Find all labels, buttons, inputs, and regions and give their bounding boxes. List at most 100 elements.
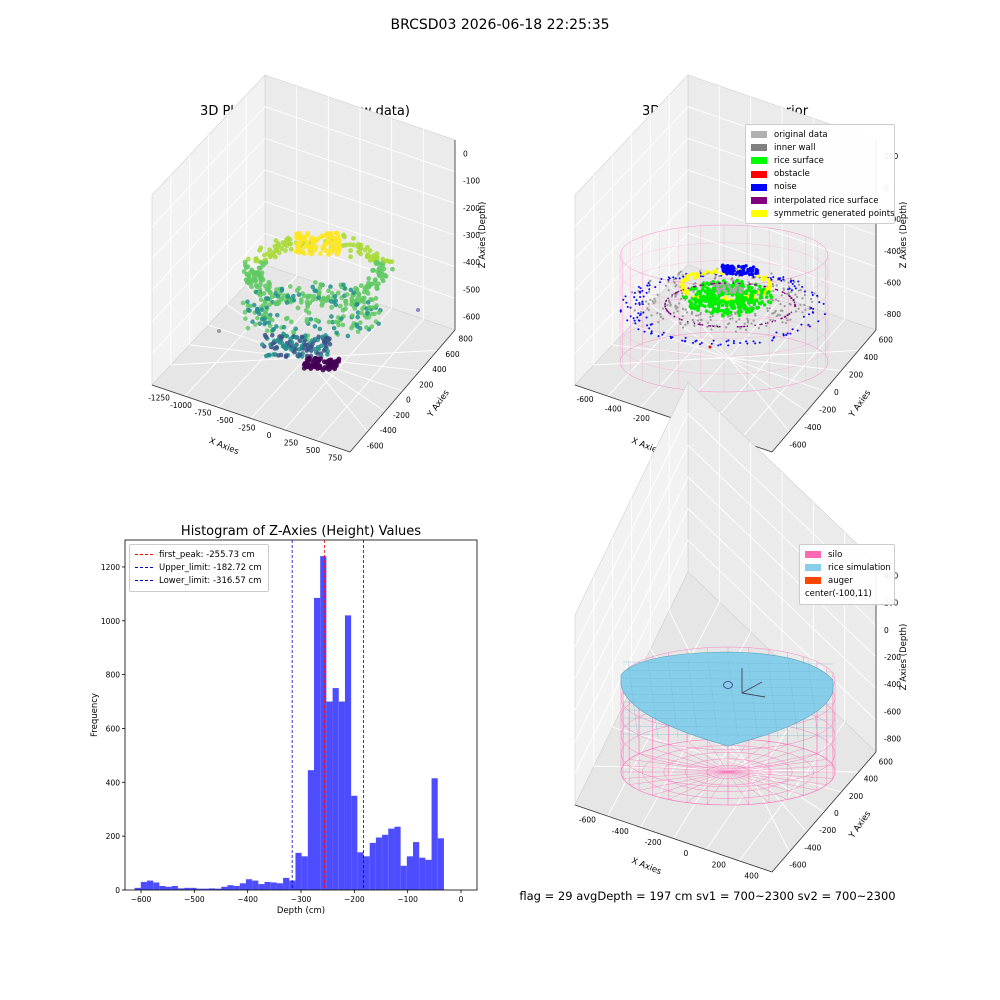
classify-point bbox=[764, 295, 769, 299]
classify-point bbox=[675, 284, 678, 287]
classify-point bbox=[785, 333, 788, 336]
classify-point bbox=[772, 276, 775, 279]
simulation-z-tick-label: -600 bbox=[884, 707, 901, 716]
classify-point bbox=[709, 315, 712, 319]
raw-point bbox=[370, 297, 375, 303]
classify-point bbox=[656, 312, 659, 315]
classify-point bbox=[790, 289, 793, 292]
classify-point bbox=[695, 314, 698, 317]
classify-point bbox=[679, 297, 683, 300]
raw-point bbox=[331, 325, 337, 331]
classify-point bbox=[682, 275, 685, 278]
classify-point bbox=[674, 304, 677, 307]
classify-point bbox=[647, 302, 650, 305]
raw-point bbox=[329, 290, 335, 296]
classify-point bbox=[672, 276, 675, 279]
classify-point bbox=[780, 294, 783, 297]
simulation-z-tick-label: -800 bbox=[884, 734, 901, 743]
classify-point bbox=[639, 313, 642, 316]
raw-point bbox=[242, 309, 248, 315]
classify-point bbox=[681, 315, 684, 318]
classify-point bbox=[808, 307, 811, 311]
raw-point bbox=[284, 300, 290, 305]
classify-point bbox=[787, 285, 791, 289]
classify-point bbox=[790, 290, 793, 293]
classify-point bbox=[659, 281, 662, 284]
raw-x-tick-label: -1250 bbox=[148, 394, 170, 403]
raw-point bbox=[274, 247, 280, 253]
classify-point bbox=[748, 304, 751, 307]
raw-point bbox=[316, 346, 321, 352]
raw-point bbox=[367, 248, 373, 254]
raw-point bbox=[364, 325, 369, 330]
raw-point bbox=[374, 303, 379, 308]
classify-point bbox=[750, 322, 753, 325]
classify-point bbox=[699, 270, 702, 273]
classify-y-tick-label: 0 bbox=[834, 388, 839, 397]
raw-point bbox=[366, 276, 372, 281]
classify-point bbox=[754, 314, 757, 317]
classify-point bbox=[656, 293, 659, 296]
raw-point bbox=[359, 310, 364, 316]
raw-point bbox=[327, 231, 333, 237]
classify-point bbox=[779, 302, 782, 306]
raw-point bbox=[332, 293, 338, 299]
classify-point bbox=[745, 297, 750, 302]
raw-point bbox=[342, 306, 348, 312]
raw-z-tick-label: -300 bbox=[463, 231, 480, 240]
classify-point bbox=[634, 322, 637, 325]
raw-point bbox=[298, 240, 304, 246]
raw-point bbox=[240, 300, 246, 306]
simulation-z-tick-label: 0 bbox=[884, 626, 889, 635]
raw-point bbox=[316, 358, 322, 363]
classify-point bbox=[691, 318, 694, 322]
simulation-x-tick-label: 0 bbox=[684, 849, 689, 858]
raw-point bbox=[256, 291, 262, 296]
raw-point bbox=[245, 299, 250, 305]
figure-title: BRCSD03 2026-06-18 22:25:35 bbox=[390, 17, 610, 33]
raw-point bbox=[310, 297, 316, 303]
classify-point bbox=[709, 271, 714, 275]
classify-point bbox=[633, 309, 636, 312]
classify-point bbox=[645, 316, 648, 319]
classify-point bbox=[780, 279, 783, 282]
classify-point bbox=[818, 301, 821, 304]
raw-point bbox=[307, 300, 313, 306]
raw-point bbox=[304, 348, 310, 353]
raw-point bbox=[351, 242, 357, 248]
raw-point bbox=[260, 342, 265, 347]
classify-y-tick-label: 400 bbox=[864, 353, 879, 362]
classify-point bbox=[782, 276, 785, 279]
classify-point bbox=[734, 311, 737, 314]
raw-point bbox=[324, 359, 330, 365]
raw-point bbox=[354, 302, 359, 307]
classify-point bbox=[706, 321, 709, 324]
classify-point bbox=[796, 329, 799, 332]
raw-point bbox=[337, 303, 343, 309]
classify-point bbox=[668, 300, 671, 303]
raw-point bbox=[217, 329, 221, 333]
raw-point bbox=[336, 358, 342, 364]
simulation-x-tick-label: -200 bbox=[645, 838, 662, 847]
classify-point bbox=[647, 282, 650, 285]
classify-point bbox=[727, 339, 730, 342]
classify-point bbox=[787, 288, 790, 291]
raw-point bbox=[364, 253, 370, 259]
raw-z-tick-label: -600 bbox=[463, 312, 480, 321]
raw-point bbox=[365, 244, 370, 250]
classify-point bbox=[698, 343, 701, 346]
classify-point bbox=[771, 299, 775, 302]
classify-z-tick-label: -600 bbox=[884, 279, 901, 288]
classify-point bbox=[767, 283, 772, 287]
raw-point bbox=[373, 296, 379, 301]
classify-point bbox=[624, 295, 627, 298]
classify-point bbox=[661, 317, 665, 320]
classify-point bbox=[793, 281, 796, 284]
classify-point bbox=[638, 319, 641, 322]
classify-point bbox=[762, 303, 767, 307]
classify-point bbox=[634, 302, 637, 305]
classify-point bbox=[799, 303, 802, 307]
classify-point bbox=[775, 284, 778, 287]
classify-gridline bbox=[738, 318, 846, 442]
